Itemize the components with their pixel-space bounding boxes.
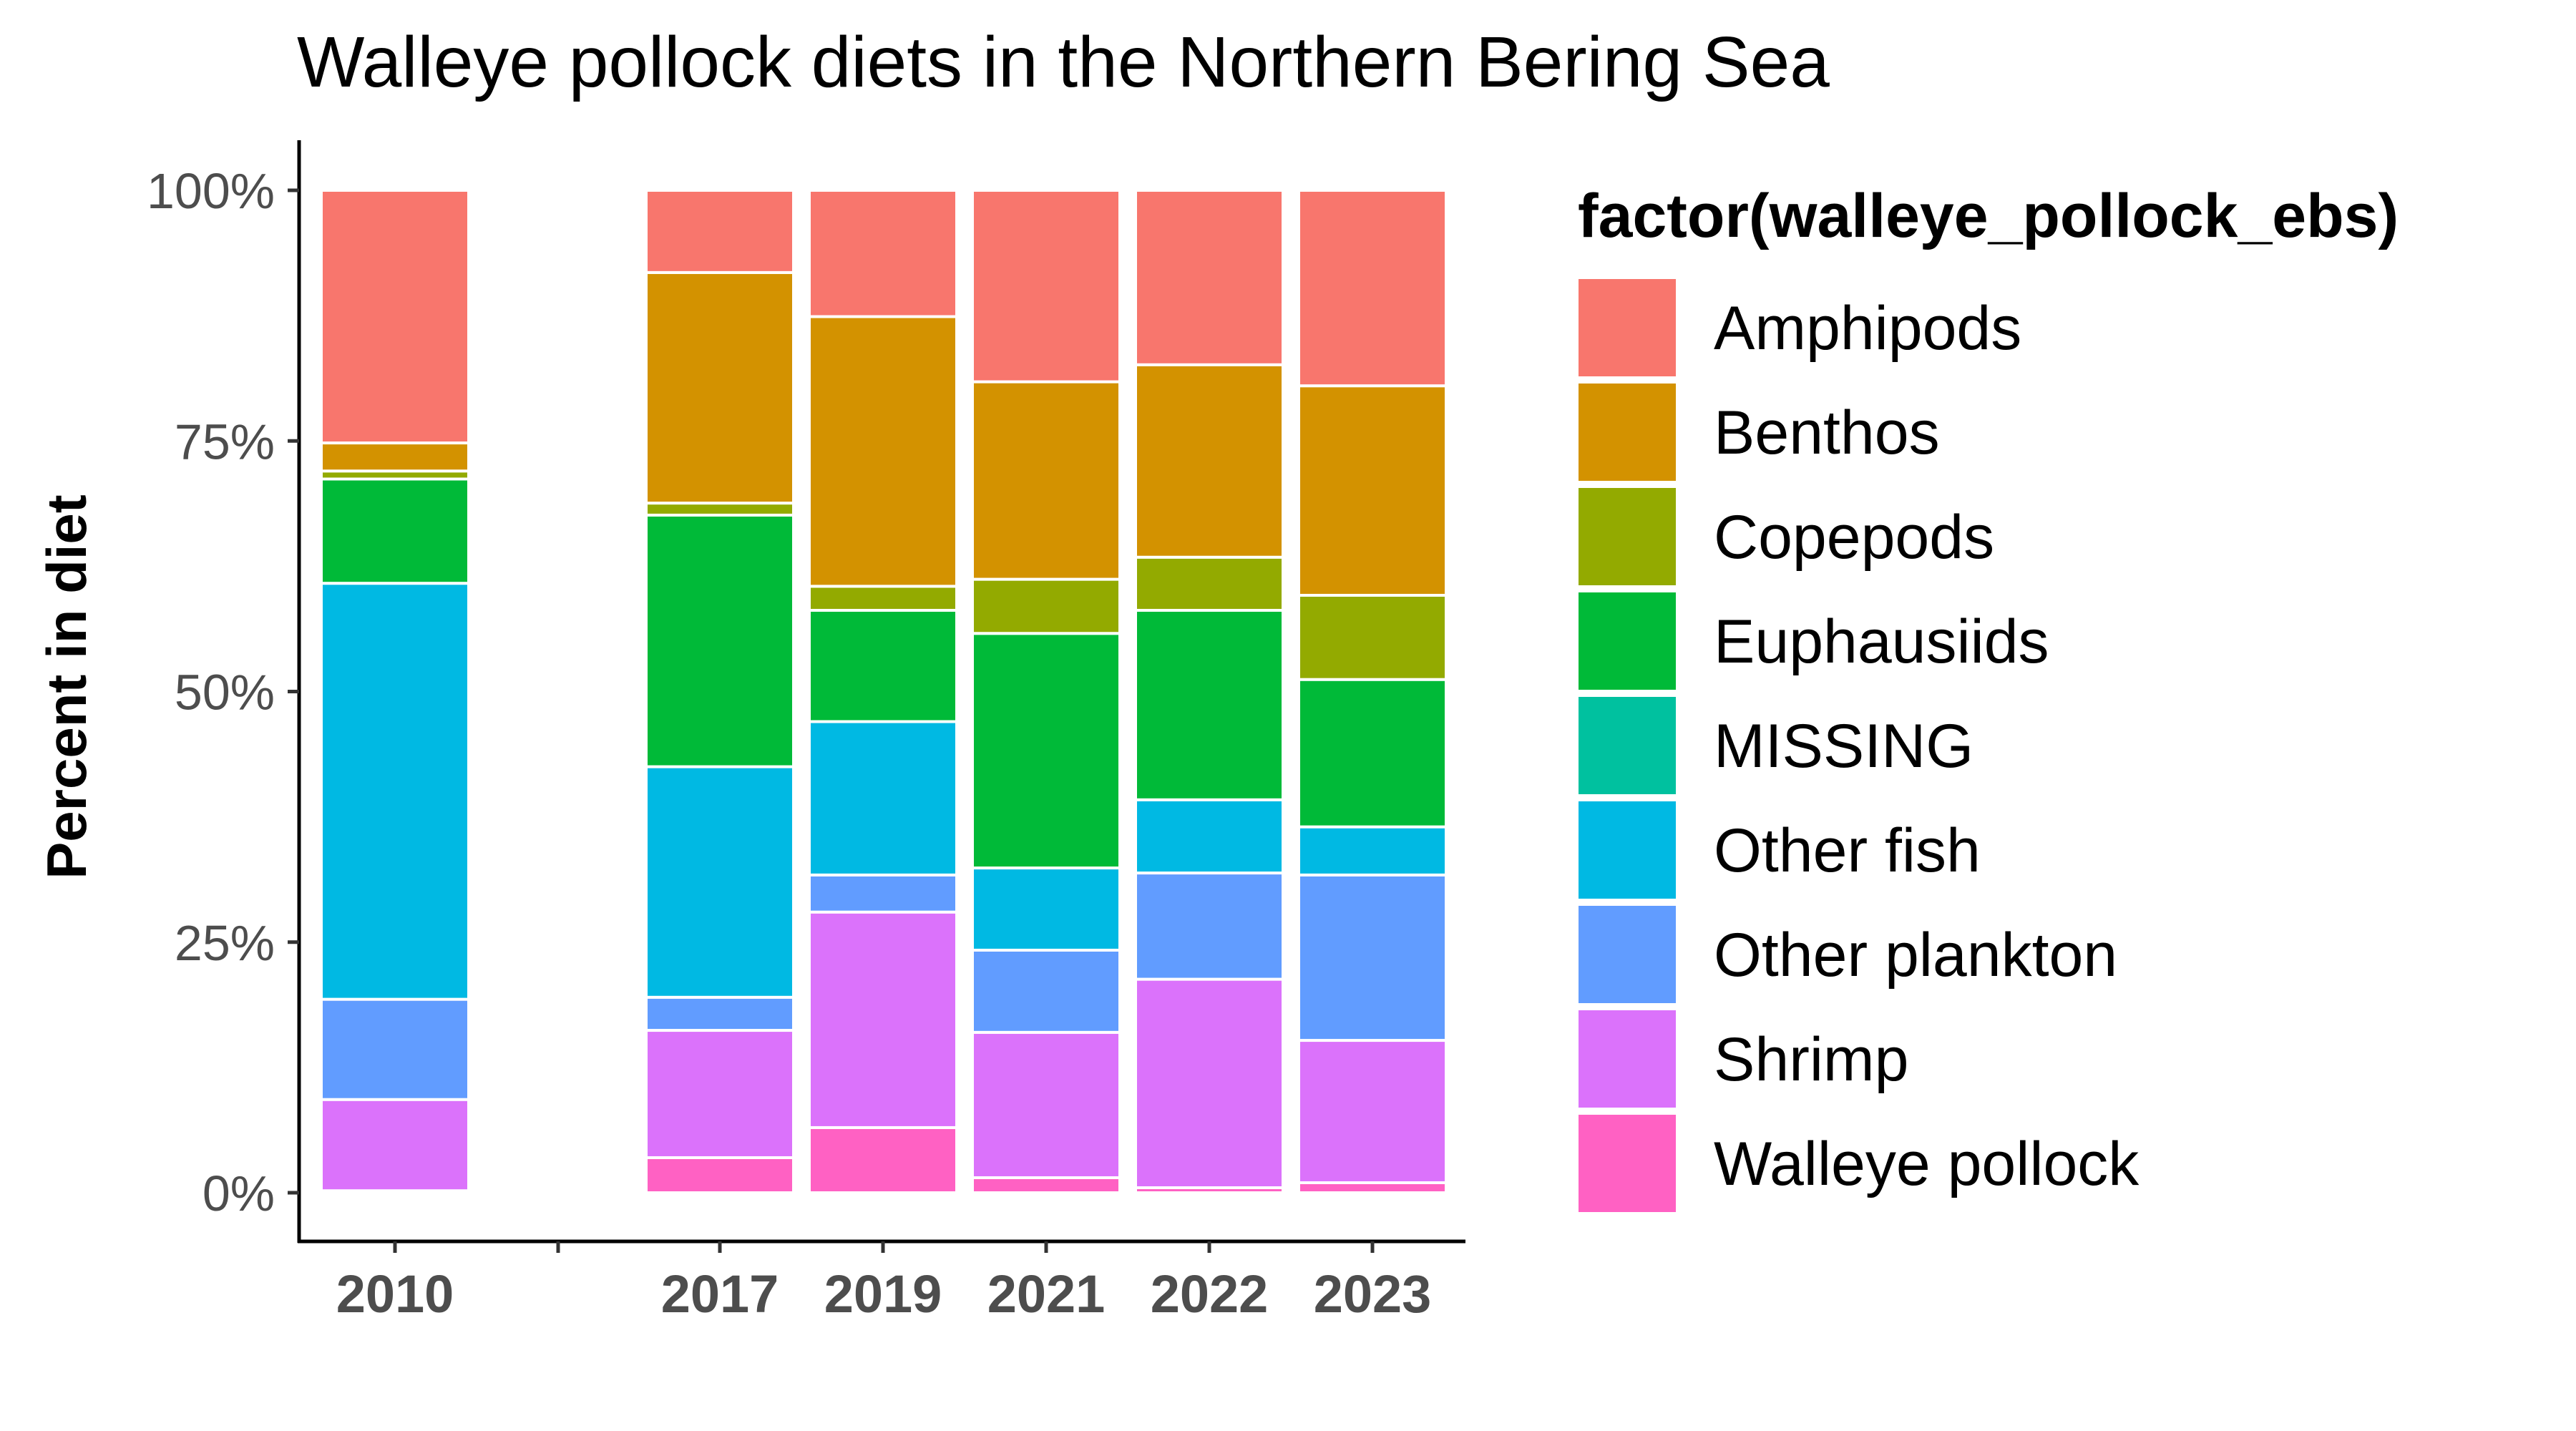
chart-title: Walleye pollock diets in the Northern Be… <box>297 22 1830 102</box>
bars-group <box>320 189 1448 1195</box>
bar-segment-2022-copepods <box>1134 555 1284 612</box>
bar-segment-2010-amphipods <box>320 189 470 445</box>
bar-segment-2021-benthos <box>971 380 1121 581</box>
x-tick-label: 2023 <box>1314 1264 1432 1324</box>
bar-segment-2019-euphausiids <box>808 609 958 723</box>
bar-segment-2021-shrimp <box>971 1030 1121 1179</box>
legend: factor(walleye_pollock_ebs) Amphipods Bent… <box>1578 182 2399 1212</box>
legend-label: Shrimp <box>1714 1025 1908 1094</box>
bar-segment-2023-walleye-pollock <box>1297 1181 1448 1194</box>
bar-segment-2017-other-plankton <box>645 995 795 1032</box>
bar-segment-2010-other-plankton <box>320 997 470 1101</box>
legend-label: Euphausiids <box>1714 607 2049 676</box>
bar-segment-2019-amphipods <box>808 189 958 318</box>
legend-label: Copepods <box>1714 503 1994 572</box>
bar-segment-2017-benthos <box>645 270 795 505</box>
legend-key-shrimp <box>1579 1010 1676 1108</box>
bar-segment-2019-other-plankton <box>808 873 958 914</box>
bar-segment-2010-benthos <box>320 441 470 473</box>
bar-segment-2023-shrimp <box>1297 1039 1448 1184</box>
legend-label: Amphipods <box>1714 294 2021 363</box>
legend-label: Walleye pollock <box>1714 1130 2140 1198</box>
bar-segment-2010-shrimp <box>320 1098 470 1193</box>
bar-segment-2023-other-plankton <box>1297 873 1448 1042</box>
bar-segment-2010-other-fish <box>320 582 470 1001</box>
bar-segment-2023-other-fish <box>1297 825 1448 876</box>
x-tick-label: 2017 <box>661 1264 779 1324</box>
bar-segment-2021-amphipods <box>971 189 1121 384</box>
legend-key-other-fish <box>1579 801 1676 899</box>
legend-label: MISSING <box>1714 712 1974 781</box>
y-tick-label: 0% <box>203 1166 275 1221</box>
bar-segment-2021-copepods <box>971 577 1121 635</box>
bar-segment-2022-benthos <box>1134 363 1284 559</box>
bar-segment-2023-euphausiids <box>1297 678 1448 829</box>
legend-key-benthos <box>1579 384 1676 481</box>
legend-key-amphipods <box>1579 279 1676 376</box>
legend-key-other-plankton <box>1579 906 1676 1003</box>
y-axis-label: Percent in diet <box>35 494 98 879</box>
legend-key-walleye-pollock <box>1579 1115 1676 1212</box>
bar-segment-2022-shrimp <box>1134 977 1284 1189</box>
bar-segment-2022-other-fish <box>1134 798 1284 875</box>
bar-segment-2017-copepods <box>645 502 795 517</box>
axes-group: 0% 25% 50% 75% 100% 2010 2017 2019 2021 2022 2023 <box>147 140 1465 1324</box>
y-tick-label: 25% <box>175 915 275 971</box>
bar-segment-2017-other-fish <box>645 765 795 999</box>
y-tick-label: 50% <box>175 665 275 721</box>
bar-segment-2021-other-fish <box>971 866 1121 952</box>
x-tick-label: 2019 <box>824 1264 942 1324</box>
legend-title: factor(walleye_pollock_ebs) <box>1578 182 2399 250</box>
legend-key-euphausiids <box>1579 592 1676 690</box>
bar-segment-2017-shrimp <box>645 1029 795 1159</box>
bar-segment-2017-walleye-pollock <box>645 1156 795 1194</box>
x-tick-label: 2010 <box>336 1264 454 1324</box>
bar-segment-2019-other-fish <box>808 720 958 876</box>
bar-segment-2022-other-plankton <box>1134 871 1284 981</box>
bar-segment-2017-euphausiids <box>645 513 795 768</box>
legend-key-missing <box>1579 697 1676 794</box>
legend-label: Other fish <box>1714 816 1981 885</box>
bar-segment-2010-euphausiids <box>320 477 470 585</box>
bar-segment-2023-amphipods <box>1297 189 1448 388</box>
legend-label: Benthos <box>1714 399 1940 467</box>
bar-segment-2019-shrimp <box>808 910 958 1129</box>
bar-segment-2021-other-plankton <box>971 948 1121 1034</box>
bar-segment-2022-amphipods <box>1134 189 1284 366</box>
x-tick-label: 2022 <box>1151 1264 1269 1324</box>
bar-segment-2021-walleye-pollock <box>971 1176 1121 1194</box>
legend-label: Other plankton <box>1714 921 2117 990</box>
x-tick-label: 2021 <box>987 1264 1106 1324</box>
bar-segment-2023-copepods <box>1297 594 1448 681</box>
bar-segment-2019-copepods <box>808 585 958 612</box>
y-tick-label: 75% <box>175 414 275 469</box>
bar-segment-2019-benthos <box>808 315 958 588</box>
bar-segment-2019-walleye-pollock <box>808 1125 958 1195</box>
legend-key-copepods <box>1579 488 1676 585</box>
y-tick-label: 100% <box>147 163 275 219</box>
bar-segment-2021-euphausiids <box>971 632 1121 870</box>
bar-segment-2023-benthos <box>1297 384 1448 597</box>
bar-segment-2022-euphausiids <box>1134 609 1284 801</box>
bar-segment-2017-amphipods <box>645 189 795 274</box>
